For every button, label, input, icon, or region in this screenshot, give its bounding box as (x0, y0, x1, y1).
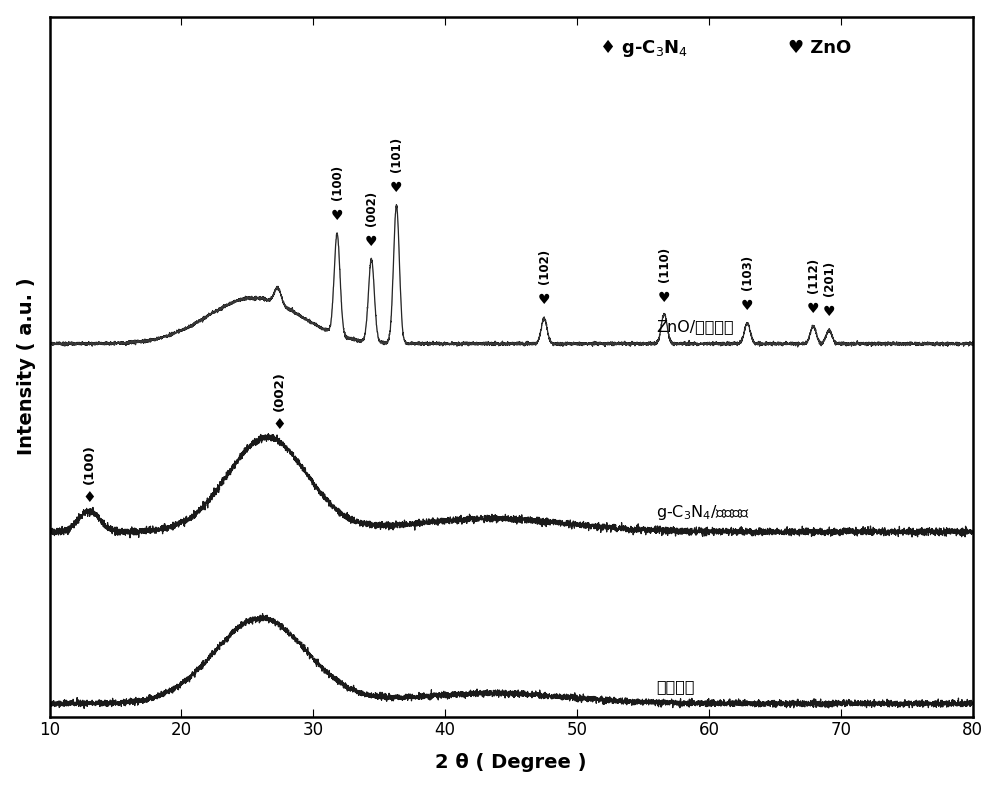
Text: (112): (112) (807, 258, 820, 293)
Text: ♥: ♥ (658, 290, 670, 305)
Text: (103): (103) (741, 256, 754, 290)
Text: ZnO/碳纤维布: ZnO/碳纤维布 (656, 319, 734, 334)
Text: (110): (110) (658, 247, 671, 282)
Text: (100): (100) (331, 165, 344, 200)
Text: ♦: ♦ (82, 491, 96, 506)
Text: ♥: ♥ (823, 305, 835, 319)
Text: ♥: ♥ (538, 293, 550, 307)
Text: ♥: ♥ (807, 301, 819, 316)
Text: ♦: ♦ (272, 417, 286, 432)
Text: g-C$_3$N$_4$/碳纤维布: g-C$_3$N$_4$/碳纤维布 (656, 503, 750, 522)
Y-axis label: Intensity ( a.u. ): Intensity ( a.u. ) (17, 278, 36, 455)
Text: (002): (002) (365, 191, 378, 226)
Text: ♥: ♥ (331, 209, 343, 223)
Text: (102): (102) (538, 249, 551, 284)
Text: ♥: ♥ (741, 299, 754, 313)
Text: 碳纤维布: 碳纤维布 (656, 679, 695, 694)
Text: ♥ ZnO: ♥ ZnO (788, 39, 851, 57)
Text: (002): (002) (273, 372, 286, 411)
Text: (101): (101) (390, 137, 403, 172)
Text: ♦ g-C$_3$N$_4$: ♦ g-C$_3$N$_4$ (599, 37, 688, 59)
Text: (201): (201) (823, 261, 836, 296)
Text: (100): (100) (83, 444, 96, 484)
X-axis label: 2 θ ( Degree ): 2 θ ( Degree ) (435, 753, 587, 772)
Text: ♥: ♥ (365, 235, 378, 249)
Text: ♥: ♥ (390, 181, 403, 195)
